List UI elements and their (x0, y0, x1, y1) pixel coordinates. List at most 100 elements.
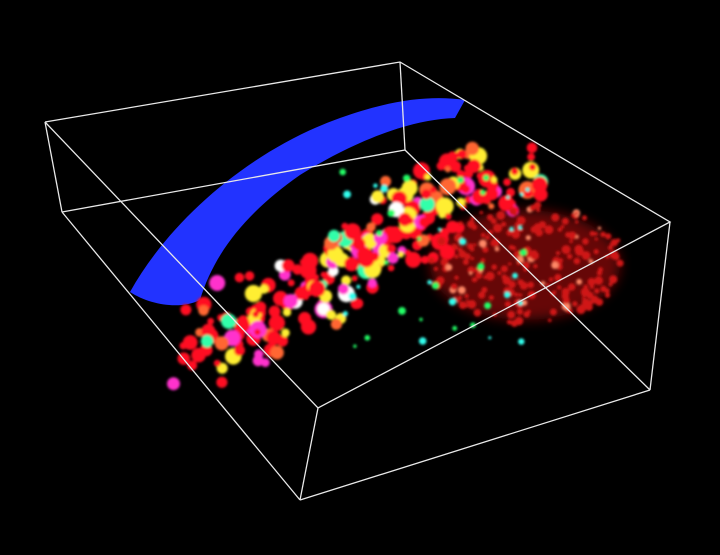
cell (237, 315, 249, 326)
cell (364, 335, 371, 341)
cell (538, 221, 547, 229)
cell (435, 197, 454, 216)
cell (477, 262, 485, 271)
cell (187, 360, 198, 371)
cell (366, 222, 376, 232)
cell (527, 281, 535, 289)
box-edge (649, 221, 671, 391)
cell (343, 190, 351, 199)
cell (439, 244, 456, 260)
cell (502, 276, 511, 285)
cell (362, 233, 378, 249)
cell (450, 283, 458, 291)
cell (462, 259, 469, 265)
cell (600, 231, 606, 238)
cell (597, 226, 602, 230)
cell (465, 299, 470, 304)
cell (581, 251, 591, 260)
cell (214, 336, 229, 351)
cell (547, 318, 552, 323)
cell (548, 277, 554, 282)
cell (589, 230, 595, 237)
cell (512, 211, 518, 217)
cell (575, 220, 579, 224)
cell (506, 229, 513, 237)
cell (458, 250, 467, 259)
cell (352, 298, 364, 309)
cell (524, 188, 533, 198)
box-edge (399, 61, 406, 151)
cell (308, 280, 326, 298)
cell (352, 237, 366, 251)
cell (544, 225, 554, 235)
cell (470, 256, 474, 261)
cell (561, 287, 570, 296)
cell (459, 238, 467, 246)
cell (467, 243, 474, 250)
cell (593, 249, 599, 255)
cell (480, 189, 486, 195)
cell (612, 252, 620, 261)
cell (486, 214, 494, 221)
cell (487, 229, 493, 235)
cell (582, 215, 587, 221)
cell (480, 258, 486, 263)
cell (481, 286, 488, 293)
cell (488, 203, 495, 210)
cell (508, 262, 512, 266)
cell (575, 247, 584, 256)
cell (518, 338, 525, 345)
cell (456, 298, 461, 303)
cell (424, 173, 432, 181)
cell (582, 238, 589, 245)
cell (457, 176, 464, 184)
cell (551, 261, 559, 269)
cell (398, 307, 406, 315)
cell (555, 251, 561, 256)
cell (521, 299, 528, 306)
cell (456, 197, 466, 207)
cell (234, 344, 245, 356)
cell (427, 280, 432, 285)
cell (588, 300, 594, 305)
cell (483, 275, 488, 280)
cell (568, 283, 576, 291)
cell (445, 264, 453, 271)
cell (473, 243, 477, 247)
cell (532, 190, 540, 198)
cell (500, 265, 508, 273)
cell (509, 226, 514, 231)
cell (594, 276, 603, 285)
cell (467, 159, 481, 173)
cell (216, 376, 228, 388)
cell (252, 310, 260, 318)
cell (371, 213, 384, 226)
cell (444, 166, 451, 173)
cell (180, 304, 192, 316)
cell (517, 279, 524, 286)
cell (448, 298, 457, 306)
cell (531, 176, 548, 193)
cell (300, 319, 317, 335)
cell (516, 216, 525, 224)
cell (387, 209, 395, 217)
cell (557, 227, 563, 232)
cell (449, 160, 462, 173)
cell (484, 302, 492, 310)
cell (419, 317, 423, 322)
cell (221, 313, 237, 329)
cell (479, 210, 483, 215)
cell (482, 246, 489, 253)
cell (437, 227, 442, 231)
cell (516, 262, 521, 266)
cell (488, 295, 494, 301)
cell (598, 267, 603, 273)
cell (519, 248, 527, 257)
cell (518, 225, 523, 230)
cell (282, 308, 292, 317)
cell (281, 328, 290, 338)
cell (514, 292, 519, 297)
cell (301, 252, 319, 270)
cell (417, 237, 422, 241)
